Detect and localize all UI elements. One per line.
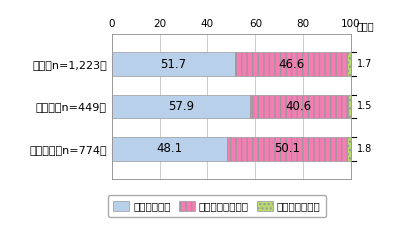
Text: （％）: （％）: [357, 22, 374, 32]
Text: 40.6: 40.6: [286, 100, 312, 113]
Bar: [112, 137, 227, 161]
Text: 46.6: 46.6: [278, 57, 304, 71]
Text: 48.1: 48.1: [156, 142, 182, 155]
Bar: [347, 137, 351, 161]
Bar: [112, 95, 250, 118]
Bar: [348, 95, 351, 118]
Bar: [250, 95, 348, 118]
Text: 51.7: 51.7: [160, 57, 187, 71]
Text: 50.1: 50.1: [274, 142, 300, 155]
Text: 57.9: 57.9: [168, 100, 194, 113]
Text: 1.5: 1.5: [357, 101, 373, 112]
Bar: [347, 52, 351, 76]
Bar: [112, 52, 235, 76]
Legend: 意識は増した, 意識に変化はない, 意識は弱まった: 意識は増した, 意識に変化はない, 意識は弱まった: [108, 195, 326, 217]
Bar: [235, 52, 347, 76]
Text: 1.8: 1.8: [357, 144, 372, 154]
Text: 1.7: 1.7: [357, 59, 373, 69]
Bar: [227, 137, 347, 161]
